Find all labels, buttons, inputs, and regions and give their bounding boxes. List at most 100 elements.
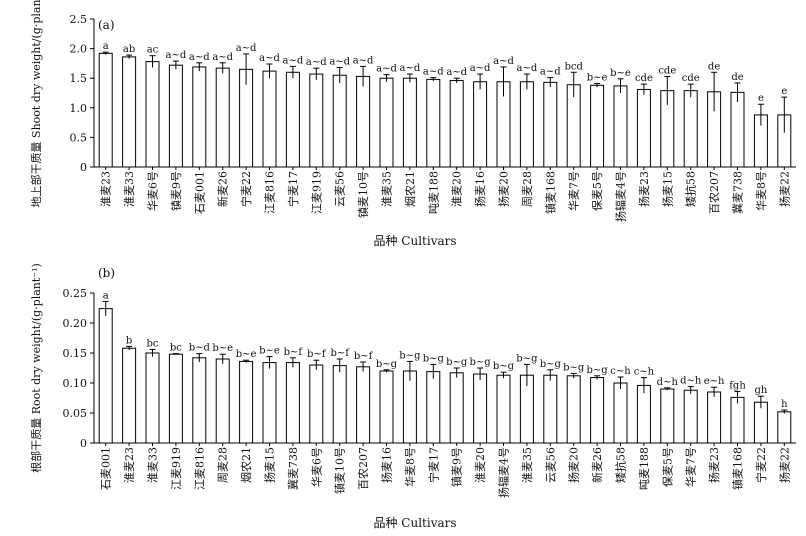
category-label: 镇麦10号 (356, 171, 370, 218)
bar (402, 77, 417, 168)
y-tick-label: 0.10 (63, 377, 88, 390)
category-label: 矮抗58 (684, 171, 698, 207)
bar (730, 91, 745, 168)
bar (192, 66, 207, 168)
category-label: 淮麦23 (100, 171, 113, 207)
significance-label: de (731, 72, 743, 83)
bar (777, 411, 792, 444)
bar (332, 74, 347, 168)
y-tick-label: 0.05 (63, 407, 88, 420)
category-label: 扬麦16 (380, 447, 394, 483)
significance-label: c~h (634, 367, 655, 378)
category-label: 镇麦9号 (169, 171, 183, 211)
bar (683, 389, 698, 444)
category-label: 淮麦33 (147, 447, 160, 483)
category-label: 矮抗58 (614, 447, 628, 483)
category-label: 保麦5号 (660, 447, 674, 487)
significance-label: a~d (212, 52, 233, 63)
bar (239, 360, 254, 444)
category-label: 淮麦33 (123, 171, 136, 207)
significance-label: a~d (446, 67, 467, 78)
category-label: 冀麦738 (731, 171, 745, 214)
significance-label: c~h (610, 366, 631, 377)
significance-label: e~h (704, 376, 725, 387)
category-label: 扬辐麦4号 (497, 447, 511, 498)
bar (449, 372, 464, 444)
category-label: 镇麦10号 (333, 447, 347, 494)
y-tick-label: 0 (80, 161, 87, 174)
significance-label: b~g (376, 359, 398, 370)
bar (98, 308, 113, 444)
category-label: 淮麦35 (381, 171, 394, 207)
category-label: 保麦5号 (590, 171, 604, 211)
panel-label-a: (a) (98, 18, 115, 32)
category-label: 镇麦168 (731, 447, 745, 490)
significance-label: bc (170, 343, 182, 354)
bar (473, 373, 488, 444)
bar (590, 84, 605, 168)
significance-label: b~f (284, 347, 304, 358)
bar (356, 366, 371, 444)
significance-label: ac (147, 45, 159, 56)
significance-label: a~d (376, 64, 397, 75)
bar (426, 78, 441, 168)
bar (402, 370, 417, 444)
category-label: 石麦001 (100, 447, 113, 490)
significance-label: b~f (354, 351, 374, 362)
category-label: 江麦919 (170, 447, 183, 490)
significance-label: a (103, 41, 109, 52)
category-label: 扬辐麦4号 (614, 171, 628, 222)
bar (356, 75, 371, 168)
significance-label: fgh (729, 380, 746, 391)
significance-label: b~g (399, 350, 421, 361)
category-label: 扬麦15 (660, 171, 674, 207)
bar (215, 67, 230, 168)
category-label: 宁麦22 (239, 171, 253, 207)
significance-label: b~g (587, 365, 609, 376)
category-label: 云麦56 (334, 171, 347, 207)
category-label: 淮麦20 (474, 447, 487, 483)
significance-label: h (781, 399, 788, 410)
bar (122, 347, 137, 444)
significance-label: a~d (189, 52, 210, 63)
chart-panel-b: (b) 0 0.05 0.10 0.15 0.20 0.25 根部干质量 Root dry … (29, 263, 796, 530)
significance-label: a~d (400, 63, 421, 74)
significance-label: a~d (236, 43, 257, 54)
bar (98, 52, 113, 168)
significance-label: e (781, 86, 787, 97)
significance-label: b~g (516, 353, 538, 364)
y-tick-label: 2.5 (70, 13, 88, 26)
significance-label: b~g (423, 353, 445, 364)
significance-label: a (103, 290, 109, 301)
bar (379, 77, 394, 168)
significance-label: cde (635, 73, 653, 84)
bar (730, 396, 745, 444)
significance-label: b~d (189, 343, 211, 354)
significance-label: b~e (212, 343, 233, 354)
significance-label: d~h (657, 377, 679, 388)
bar (145, 61, 160, 168)
category-label: 吨麦188 (427, 171, 440, 214)
bar (636, 88, 651, 168)
category-label: 镇麦9号 (450, 447, 464, 487)
x-axis-label: 品种 Cultivars (373, 234, 456, 248)
bar (613, 85, 628, 168)
category-label: 百农207 (707, 171, 721, 214)
category-label: 江麦919 (310, 171, 323, 214)
significance-label: a~d (329, 57, 350, 68)
category-label: 江麦816 (193, 447, 206, 490)
category-label: 百农207 (356, 447, 370, 490)
significance-label: b~g (470, 357, 492, 368)
bar (636, 384, 651, 444)
category-label: 华麦7号 (684, 447, 698, 487)
significance-label: b~f (330, 348, 350, 359)
significance-label: a~d (540, 67, 561, 78)
significance-label: e (758, 93, 764, 104)
y-tick-label: 0.15 (63, 347, 88, 360)
y-axis-label: 地上部干质量 Shoot dry weight/(g·plant⁻¹) (29, 0, 43, 207)
significance-label: bcd (564, 61, 583, 72)
category-label: 新麦26 (216, 171, 230, 207)
bar (707, 391, 722, 444)
